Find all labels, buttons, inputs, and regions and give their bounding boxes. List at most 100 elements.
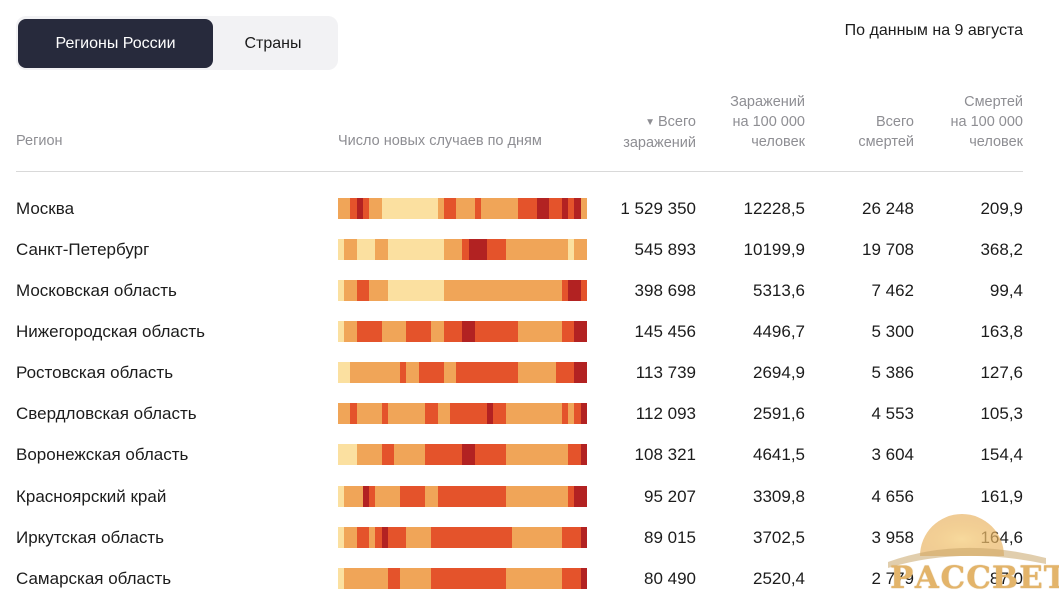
heat-cell bbox=[524, 568, 531, 589]
heat-cell bbox=[499, 321, 506, 342]
heat-cell bbox=[362, 403, 370, 424]
heat-cell bbox=[412, 486, 419, 507]
heat-cell bbox=[338, 568, 345, 589]
heat-cell bbox=[487, 239, 494, 260]
heat-cell bbox=[369, 280, 376, 301]
heat-cell bbox=[437, 198, 444, 219]
total-cases-value: 89 015 bbox=[644, 528, 696, 547]
heat-cell bbox=[543, 527, 550, 548]
total-cases-value: 145 456 bbox=[634, 322, 696, 341]
header-total-cases[interactable]: ▼ Всего заражений bbox=[623, 114, 696, 151]
region-name: Свердловская область bbox=[16, 404, 197, 423]
heat-cell bbox=[462, 280, 469, 301]
data-date-note: По данным на 9 августа bbox=[844, 22, 1023, 39]
heat-cell bbox=[555, 321, 562, 342]
heat-cell bbox=[443, 280, 450, 301]
tab-russian-regions[interactable]: Регионы России bbox=[18, 19, 213, 68]
table-row[interactable]: Самарская область 80 490 2520,4 2 779 87… bbox=[0, 558, 1059, 599]
heat-cell bbox=[393, 362, 401, 383]
heat-cell bbox=[356, 486, 363, 507]
cases-per-100k-value: 10199,9 bbox=[743, 240, 805, 259]
heat-cell bbox=[456, 239, 463, 260]
table-row[interactable]: Воронежская область 108 321 4641,5 3 604… bbox=[0, 434, 1059, 475]
heat-cell bbox=[493, 321, 500, 342]
heat-cell bbox=[524, 280, 531, 301]
heat-cell bbox=[487, 568, 494, 589]
heat-cell bbox=[381, 362, 388, 383]
heat-cell bbox=[574, 362, 581, 383]
heat-cell bbox=[406, 527, 413, 548]
heat-cell bbox=[412, 444, 419, 465]
heat-cell bbox=[344, 403, 351, 424]
heat-cell bbox=[549, 280, 556, 301]
heat-cell bbox=[356, 280, 363, 301]
heat-cell bbox=[555, 444, 562, 465]
tab-countries[interactable]: Страны bbox=[244, 35, 302, 52]
heat-cell bbox=[362, 321, 370, 342]
heat-cell bbox=[543, 280, 550, 301]
heat-cell bbox=[524, 362, 531, 383]
heat-cell bbox=[375, 568, 382, 589]
table-row[interactable]: Москва 1 529 350 12228,5 26 248 209,9 bbox=[0, 188, 1059, 229]
total-deaths-value: 3 604 bbox=[871, 445, 914, 464]
heat-cell bbox=[437, 568, 444, 589]
table-row[interactable]: Красноярский край 95 207 3309,8 4 656 16… bbox=[0, 476, 1059, 517]
cases-per-100k-value: 2520,4 bbox=[753, 569, 805, 588]
heat-cell bbox=[555, 486, 562, 507]
heat-cell bbox=[369, 362, 376, 383]
heat-cell bbox=[412, 403, 419, 424]
deaths-per-100k-value: 154,4 bbox=[980, 445, 1023, 464]
header-deaths-per-100k[interactable]: Смертей на 100 000 человек bbox=[950, 94, 1023, 150]
heat-cell bbox=[350, 568, 357, 589]
region-name: Красноярский край bbox=[16, 487, 167, 506]
heat-cell bbox=[449, 486, 457, 507]
header-cases-per-100k[interactable]: Заражений на 100 000 человек bbox=[730, 94, 805, 150]
heat-cell bbox=[574, 403, 581, 424]
heat-cell bbox=[555, 403, 562, 424]
heat-cell bbox=[431, 198, 438, 219]
heat-cell bbox=[549, 321, 556, 342]
heat-cell bbox=[456, 403, 463, 424]
heat-cell bbox=[481, 486, 488, 507]
header-region[interactable]: Регион bbox=[16, 133, 63, 149]
heat-cell bbox=[412, 527, 419, 548]
heat-cell bbox=[524, 198, 531, 219]
table-row[interactable]: Свердловская область 112 093 2591,6 4 55… bbox=[0, 393, 1059, 434]
heat-cell bbox=[530, 239, 537, 260]
heat-cell bbox=[580, 527, 587, 548]
heat-cell bbox=[362, 198, 370, 219]
heat-cell bbox=[393, 568, 401, 589]
cases-per-100k-value: 12228,5 bbox=[743, 199, 805, 218]
table-row[interactable]: Московская область 398 698 5313,6 7 462 … bbox=[0, 270, 1059, 311]
heat-cell bbox=[543, 321, 550, 342]
table-row[interactable]: Иркутская область 89 015 3702,5 3 958 16… bbox=[0, 517, 1059, 558]
daily-cases-heatstrip bbox=[338, 444, 587, 465]
header-divider bbox=[16, 171, 1023, 172]
cases-per-100k-value: 2694,9 bbox=[753, 363, 805, 382]
heat-cell bbox=[549, 568, 556, 589]
heat-cell bbox=[530, 403, 537, 424]
table-row[interactable]: Ростовская область 113 739 2694,9 5 386 … bbox=[0, 352, 1059, 393]
table-row[interactable]: Санкт-Петербург 545 893 10199,9 19 708 3… bbox=[0, 229, 1059, 270]
heat-cell bbox=[481, 362, 488, 383]
heat-cell bbox=[474, 527, 482, 548]
heat-cell bbox=[362, 568, 370, 589]
table-row[interactable]: Нижегородская область 145 456 4496,7 5 3… bbox=[0, 311, 1059, 352]
heat-cell bbox=[518, 280, 525, 301]
total-deaths-value: 5 300 bbox=[871, 322, 914, 341]
heat-cell bbox=[574, 198, 581, 219]
heat-cell bbox=[468, 568, 475, 589]
heat-cell bbox=[412, 568, 419, 589]
heat-cell bbox=[505, 321, 513, 342]
header-total-deaths[interactable]: Всего смертей bbox=[858, 114, 914, 150]
deaths-per-100k-value: 209,9 bbox=[980, 199, 1023, 218]
heat-cell bbox=[512, 568, 519, 589]
heat-cell bbox=[418, 568, 426, 589]
heat-cell bbox=[555, 527, 562, 548]
heat-cell bbox=[425, 362, 432, 383]
heat-cell bbox=[468, 280, 475, 301]
heat-cell bbox=[456, 198, 463, 219]
heat-cell bbox=[425, 239, 432, 260]
heat-cell bbox=[456, 362, 463, 383]
heat-cell bbox=[462, 403, 469, 424]
